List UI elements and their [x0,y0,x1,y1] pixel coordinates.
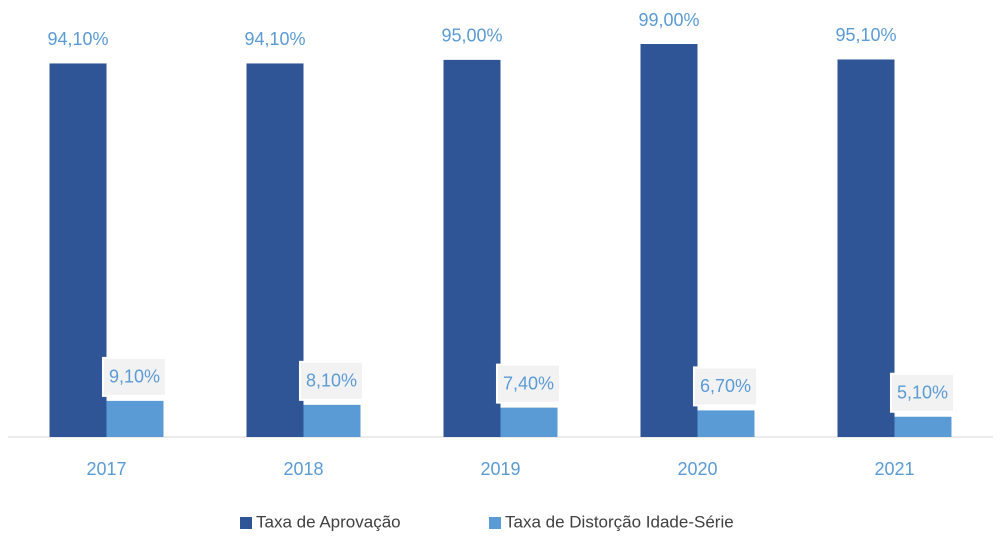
bar [894,416,952,437]
data-label: 9,10% [109,367,160,387]
data-label: 94,10% [244,29,305,49]
x-tick-label: 2020 [677,459,717,479]
x-tick-label: 2019 [480,459,520,479]
bar [49,63,107,438]
x-tick-label: 2017 [86,459,126,479]
bar [106,400,164,437]
data-label: 95,10% [835,25,896,45]
data-label: 8,10% [306,371,357,391]
legend-label: Taxa de Aprovação [256,512,401,531]
label-box [692,366,759,407]
bar [443,59,501,438]
legend-swatch [489,517,501,529]
x-tick-label: 2018 [283,459,323,479]
bar [837,59,895,438]
label-box [101,356,168,397]
x-tick-label: 2021 [874,459,914,479]
bar [640,44,698,437]
legend-label: Taxa de Distorção Idade-Série [505,512,734,531]
label-box [889,372,956,413]
data-label: 95,00% [441,26,502,46]
data-label: 94,10% [47,29,108,49]
data-label: 6,70% [700,376,751,396]
label-box [495,363,562,404]
label-box [298,360,365,401]
legend-swatch [240,517,252,529]
bar [697,410,755,437]
bar [303,404,361,437]
bar [500,407,558,437]
data-label: 99,00% [638,10,699,30]
bar [246,63,304,438]
data-label: 7,40% [503,373,554,393]
data-label: 5,10% [897,383,948,403]
